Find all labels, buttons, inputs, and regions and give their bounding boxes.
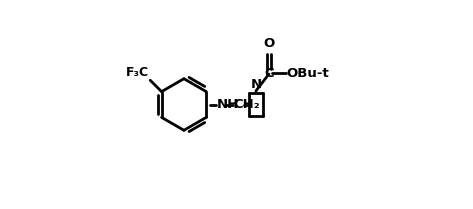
Text: NH: NH: [217, 98, 239, 111]
Text: O: O: [263, 37, 275, 50]
Text: F₃C: F₃C: [126, 66, 149, 79]
Text: C: C: [264, 66, 274, 80]
Text: OBu-t: OBu-t: [287, 66, 330, 80]
Text: CH₂: CH₂: [233, 98, 260, 111]
Text: N: N: [250, 78, 262, 91]
